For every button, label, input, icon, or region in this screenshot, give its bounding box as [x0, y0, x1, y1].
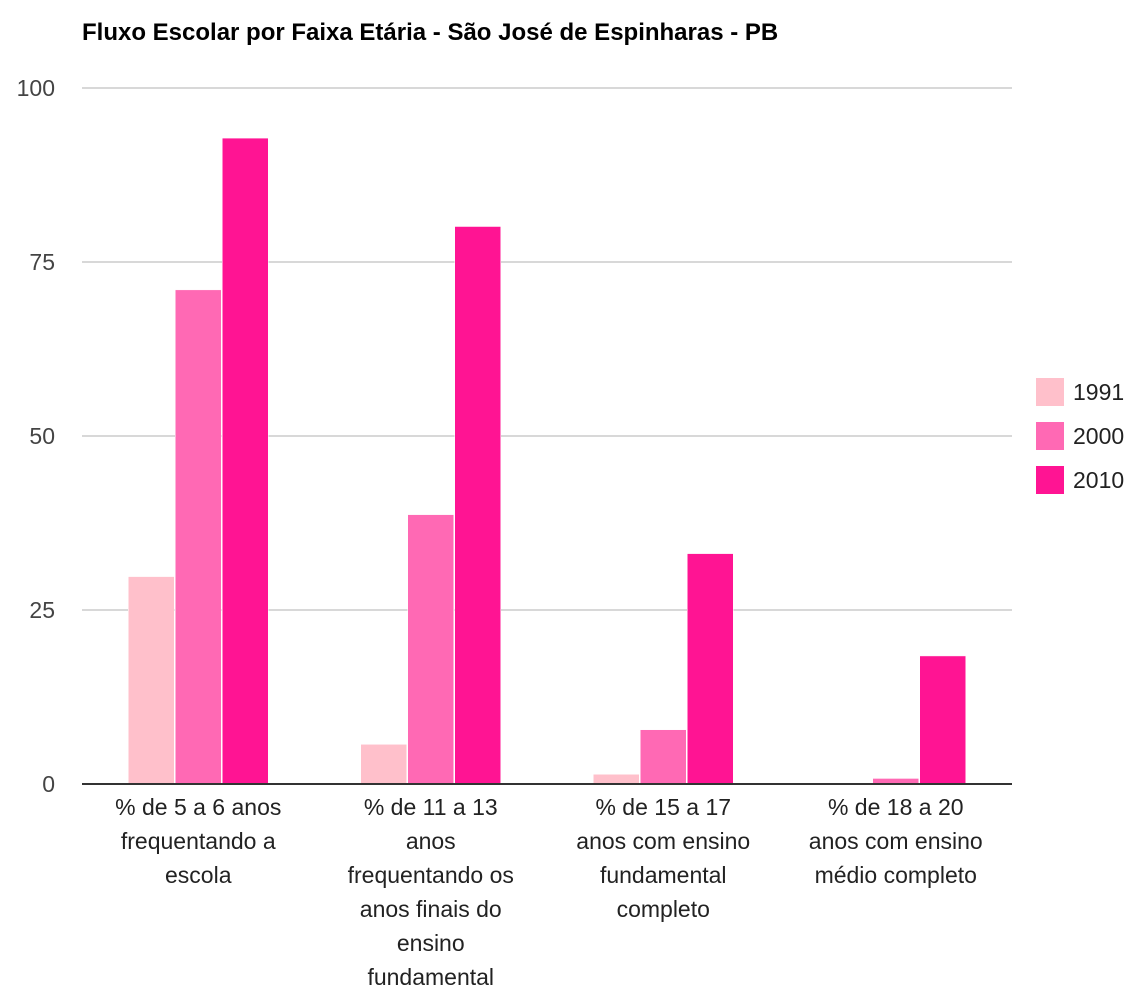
y-tick-label: 25: [29, 597, 55, 623]
y-tick-label: 75: [29, 249, 55, 275]
bar-1991-cat3: [593, 774, 640, 785]
bar-2010-cat3: [687, 553, 734, 785]
x-category-label: médio completo: [815, 862, 977, 888]
x-category-label: anos com ensino: [576, 828, 750, 854]
bar-2000-cat3: [640, 729, 687, 785]
x-category-label: anos: [406, 828, 456, 854]
legend-label-1991: 1991: [1073, 379, 1124, 405]
bar-2010-cat4: [919, 655, 966, 785]
x-category-label: anos finais do: [360, 896, 502, 922]
y-axis-tick-labels: 0 25 50 75 100: [17, 75, 55, 797]
x-category-label: % de 15 a 17: [595, 794, 731, 820]
bar-2010-cat1: [222, 137, 269, 785]
x-category-label: fundamental: [600, 862, 727, 888]
bar-2000-cat1: [175, 289, 222, 785]
y-tick-label: 50: [29, 423, 55, 449]
x-category-label: ensino: [397, 930, 465, 956]
legend-swatch-2000: [1036, 422, 1064, 450]
legend-swatch-2010: [1036, 466, 1064, 494]
bar-1991-cat1: [128, 576, 175, 785]
x-category-label: anos com ensino: [809, 828, 983, 854]
x-category-label: escola: [165, 862, 232, 888]
y-tick-label: 0: [42, 771, 55, 797]
legend-swatch-1991: [1036, 378, 1064, 406]
x-category-label: % de 18 a 20: [828, 794, 964, 820]
x-category-label: completo: [617, 896, 710, 922]
chart-title: Fluxo Escolar por Faixa Etária - São Jos…: [82, 19, 778, 46]
bar-2000-cat2: [407, 514, 454, 785]
legend-label-2000: 2000: [1073, 423, 1124, 449]
x-axis-category-labels: % de 5 a 6 anos frequentando a escola % de …: [115, 794, 983, 988]
legend-label-2010: 2010: [1073, 467, 1124, 493]
y-tick-label: 100: [17, 75, 55, 101]
x-category-label: % de 11 a 13: [364, 794, 498, 820]
legend: 1991 2000 2010: [1036, 378, 1124, 494]
x-category-label: frequentando a: [121, 828, 276, 854]
bar-2010-cat2: [454, 226, 501, 785]
x-category-label: fundamental: [367, 964, 494, 988]
bar-1991-cat2: [360, 744, 407, 785]
x-category-label: frequentando os: [348, 862, 514, 888]
x-category-label: % de 5 a 6 anos: [115, 794, 281, 820]
bars: [128, 137, 966, 785]
